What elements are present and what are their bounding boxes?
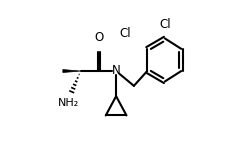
- Text: Cl: Cl: [159, 18, 171, 31]
- Polygon shape: [63, 70, 80, 73]
- Text: Cl: Cl: [119, 27, 131, 40]
- Text: NH₂: NH₂: [58, 98, 80, 108]
- Text: N: N: [112, 64, 120, 77]
- Text: O: O: [94, 31, 104, 44]
